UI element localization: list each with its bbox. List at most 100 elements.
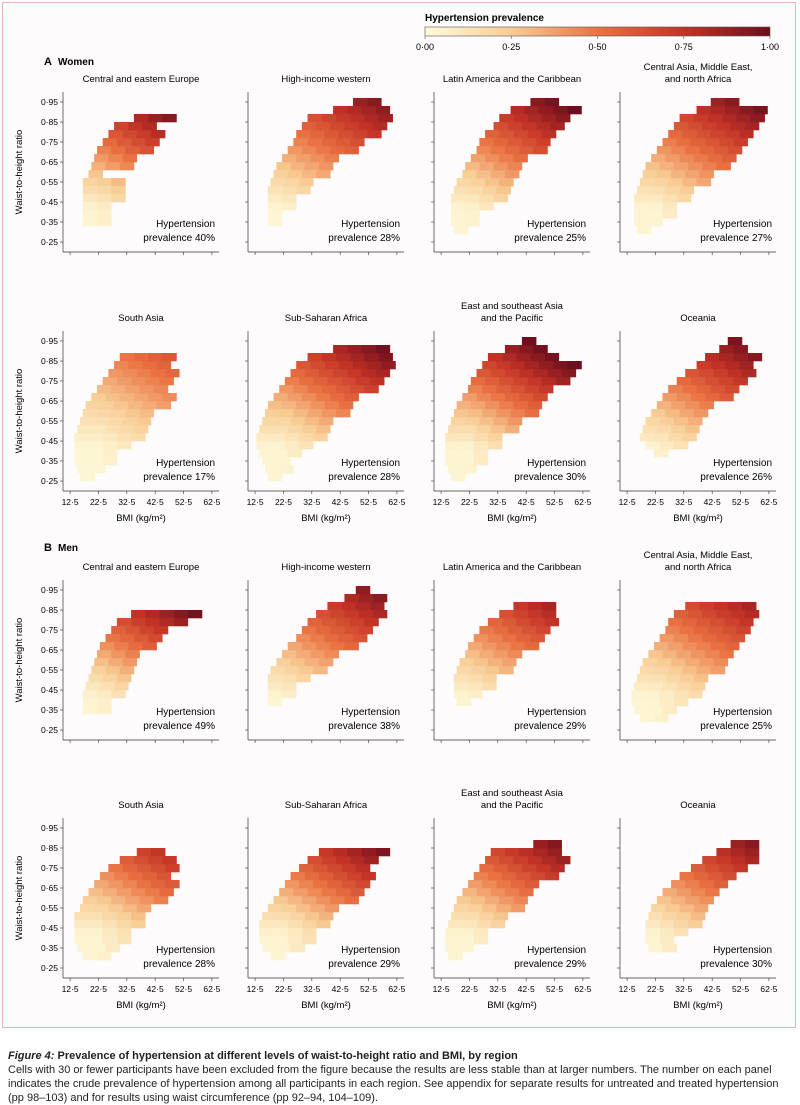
heatmap-cell [676, 194, 692, 203]
heatmap-cell [493, 122, 509, 131]
y-tick-label: 0·25 [41, 725, 58, 735]
heatmap-cell [710, 361, 726, 370]
heatmap-cell [282, 682, 297, 691]
heatmap-cell [676, 650, 692, 659]
heatmap-cell [97, 218, 112, 227]
heatmap-cell [665, 154, 680, 163]
heatmap-cell [284, 880, 300, 889]
heatmap-cell [88, 920, 104, 929]
heatmap-cell [102, 920, 118, 929]
heatmap-cell [685, 896, 700, 905]
heatmap-cell [344, 626, 359, 635]
panel-region-title: and north Africa [665, 74, 732, 85]
heatmap-cell [476, 369, 492, 378]
heatmap-cell [304, 912, 320, 921]
heatmap-cell [375, 345, 391, 354]
y-tick-label: 0·95 [41, 336, 58, 346]
heatmap-cell [473, 441, 489, 450]
heatmap-cell [82, 698, 98, 707]
heatmap-cell [476, 920, 492, 929]
heatmap-cell [97, 690, 112, 699]
heatmap-cell [122, 658, 138, 667]
heatmap-cell [324, 634, 340, 643]
heatmap-cell [355, 864, 371, 873]
heatmap-cell [131, 920, 146, 929]
heatmap-cell [347, 848, 362, 857]
heatmap-cell [513, 114, 528, 123]
heatmap-cell [304, 162, 320, 171]
heatmap-cell [707, 154, 723, 163]
section-title: Men [58, 543, 78, 554]
heatmap-cell [108, 154, 123, 163]
heatmap-cell [479, 912, 494, 921]
heatmap-cell [510, 642, 526, 651]
heatmap-cell [659, 936, 675, 945]
heatmap-cell [490, 369, 506, 378]
heatmap-cell [347, 345, 362, 354]
heatmap-cell [116, 674, 132, 683]
heatmap-cell [375, 848, 391, 857]
x-tick-label: 12·5 [247, 497, 264, 507]
heatmap-cell [673, 122, 689, 131]
heatmap-cell [499, 377, 514, 386]
heatmap-cell [716, 856, 731, 865]
heatmap-cell [648, 650, 663, 659]
heatmap-cell [673, 162, 689, 171]
heatmap-cell [267, 674, 283, 683]
heatmap-cell [710, 666, 726, 675]
heatmap-cell [136, 369, 152, 378]
heatmap-cell [116, 936, 132, 945]
heatmap-cell [496, 409, 511, 418]
heatmap-cell [468, 674, 483, 683]
heatmap-cell [273, 170, 289, 179]
heatmap-cell [510, 409, 526, 418]
heatmap-cell [324, 130, 340, 139]
heatmap-cell [256, 441, 271, 450]
heatmap-cell [284, 178, 300, 187]
heatmap-cell [519, 848, 534, 857]
heatmap-cell [524, 361, 540, 370]
heatmap-cell [645, 920, 661, 929]
heatmap-cell [80, 904, 95, 913]
heatmap-cell [696, 642, 712, 651]
panel-region-title: Oceania [680, 800, 716, 811]
heatmap-cell [468, 690, 483, 699]
prevalence-line-1: Hypertension [156, 458, 215, 469]
heatmap-cell [116, 928, 132, 937]
panel-region-title: Sub-Saharan Africa [285, 313, 368, 324]
prevalence-line-2: prevalence 25% [700, 721, 772, 732]
heatmap-cell [645, 441, 661, 450]
heatmap-cell [645, 417, 661, 426]
colorbar-bar [424, 26, 771, 37]
heatmap-cell [679, 186, 695, 195]
heatmap-cell [690, 888, 706, 897]
heatmap-cell [330, 393, 345, 402]
heatmap-cell [665, 904, 680, 913]
heatmap-cell [313, 666, 328, 675]
heatmap-cell [114, 361, 129, 370]
heatmap-cell [333, 848, 348, 857]
heatmap-cell [645, 936, 661, 945]
heatmap-cell [468, 409, 483, 418]
prevalence-line-2: prevalence 28% [328, 472, 400, 483]
heatmap-cell [671, 170, 686, 179]
heatmap-cell [485, 178, 500, 187]
heatmap-cell [482, 385, 497, 394]
heatmap-cell [301, 896, 317, 905]
heatmap-cell [290, 369, 306, 378]
heatmap-cell [259, 928, 274, 937]
heatmap-cell [639, 433, 655, 442]
heatmap-cell [710, 106, 726, 115]
heatmap-cell [459, 936, 475, 945]
x-tick-label: 12·5 [619, 984, 636, 994]
heatmap-cell [487, 618, 503, 627]
heatmap-cell [74, 449, 89, 458]
heatmap-cell [724, 106, 740, 115]
heatmap-cell [637, 186, 652, 195]
heatmap-cell [648, 194, 663, 203]
heatmap-cell [688, 920, 703, 929]
x-tick-label: 52·5 [546, 497, 563, 507]
y-tick-label: 0·95 [41, 97, 58, 107]
heatmap-cell [378, 353, 393, 362]
heatmap-cell [350, 618, 365, 627]
